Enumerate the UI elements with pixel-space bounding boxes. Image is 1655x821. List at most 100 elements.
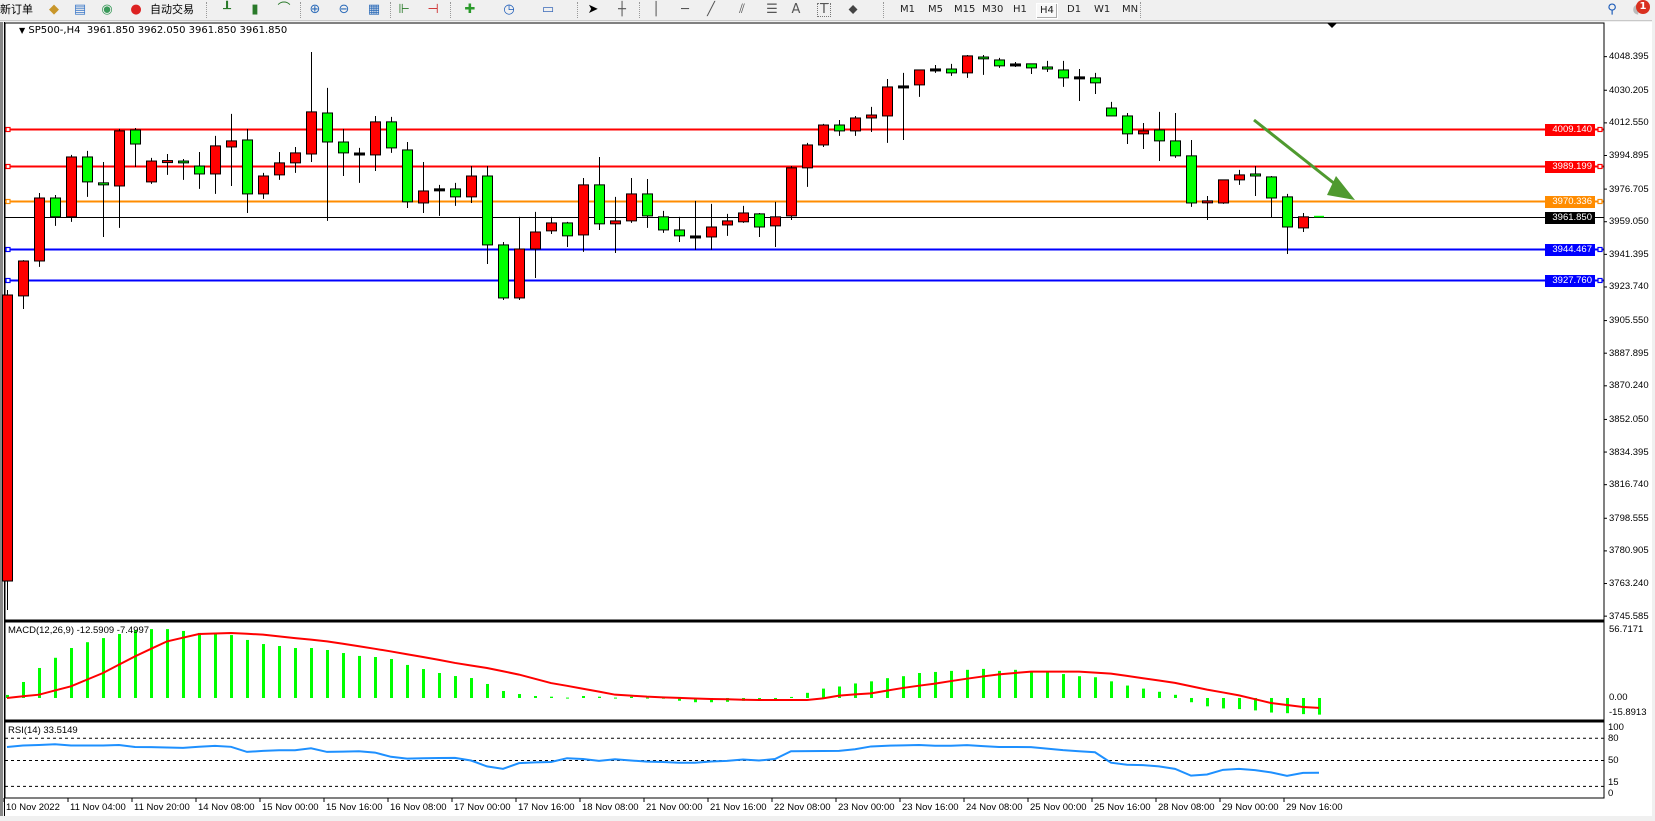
- chart-shift-icon[interactable]: ⊩: [398, 2, 410, 17]
- zoom-out-icon[interactable]: ⊖: [338, 2, 350, 17]
- text-icon[interactable]: A: [791, 2, 801, 17]
- macd-histogram-bar: [630, 696, 633, 698]
- templates-icon[interactable]: ▭: [541, 2, 555, 17]
- new-order-button[interactable]: 新订单: [0, 3, 33, 16]
- macd-histogram-bar: [566, 697, 569, 699]
- separator: [450, 2, 452, 18]
- candle-bearish: [82, 156, 93, 183]
- search-icon[interactable]: ⚲: [1607, 2, 1617, 17]
- macd-histogram-bar: [550, 696, 553, 698]
- timeframe-mn[interactable]: MN: [1122, 4, 1139, 15]
- time-axis-label: 18 Nov 08:00: [582, 802, 639, 813]
- candle-doji: [1202, 200, 1213, 204]
- macd-signal-line: [6, 631, 1320, 709]
- cursor-icon[interactable]: ➤: [587, 2, 599, 17]
- price-axis-label: 3816.740: [1609, 479, 1649, 491]
- macd-histogram-bar: [214, 633, 217, 698]
- macd-histogram-bar: [22, 681, 25, 698]
- candlestick-icon[interactable]: ▮: [251, 2, 259, 17]
- candle-bullish: [418, 190, 429, 204]
- rsi-axis-label: 50: [1608, 755, 1619, 766]
- timeframe-m30[interactable]: M30: [982, 4, 1004, 15]
- notifications-icon[interactable]: ◖: [1628, 2, 1644, 18]
- time-axis-label: 23 Nov 16:00: [902, 802, 959, 813]
- price-axis-label: 3923.740: [1609, 281, 1649, 293]
- rsi-axis-label: 0: [1608, 788, 1614, 799]
- fibonacci-icon[interactable]: ☰: [766, 2, 778, 17]
- tile-windows-icon[interactable]: ▦: [367, 2, 381, 17]
- time-axis-label: 11 Nov 20:00: [134, 802, 190, 813]
- macd-histogram-bar: [294, 648, 297, 698]
- macd-histogram-bar: [438, 673, 441, 698]
- equidistant-channel-icon[interactable]: ⫽: [739, 2, 745, 17]
- market-watch-icon[interactable]: ▤: [73, 2, 87, 17]
- timeframe-m5[interactable]: M5: [928, 4, 943, 15]
- indicators-icon[interactable]: ✚: [464, 2, 476, 17]
- timeframe-m1[interactable]: M1: [900, 4, 915, 15]
- time-axis-label: 15 Nov 16:00: [326, 802, 383, 813]
- macd-histogram-bar: [1046, 671, 1049, 698]
- separator: [300, 2, 302, 18]
- crosshair-icon[interactable]: ┼: [618, 2, 626, 17]
- rsi-label: RSI(14) 33.5149: [8, 725, 78, 736]
- macd-histogram-bar: [502, 690, 505, 698]
- symbol-dropdown-icon[interactable]: ▼: [19, 26, 26, 35]
- line-handle-left: [5, 277, 11, 284]
- bar-chart-icon[interactable]: ┸: [223, 2, 231, 17]
- horizontal-line-icon[interactable]: ─: [681, 2, 689, 17]
- candle-bullish: [914, 69, 925, 86]
- candle-bearish: [498, 244, 509, 299]
- time-axis-label: 29 Nov 00:00: [1222, 802, 1279, 813]
- macd-histogram-bar: [230, 635, 233, 698]
- time-axis-label: 25 Nov 16:00: [1094, 802, 1151, 813]
- timeframe-h4[interactable]: H4: [1036, 3, 1058, 19]
- timeframe-d1[interactable]: D1: [1067, 4, 1082, 15]
- candle-bearish: [178, 160, 189, 164]
- candle-doji: [354, 152, 365, 156]
- timeframe-m15[interactable]: M15: [954, 4, 976, 15]
- timeframe-h1[interactable]: H1: [1013, 4, 1027, 15]
- toolbar: 新订单 ◆ ▤ ◉ ● 自动交易 ┸ ▮ ⌒ ⊕ ⊖ ▦ ⊩ ⊣ ✚ ◷ ▭ ➤…: [0, 0, 1655, 21]
- macd-axis-label: 56.7171: [1609, 624, 1644, 635]
- price-axis-label: 3905.550: [1609, 315, 1649, 327]
- time-axis-label: 23 Nov 00:00: [838, 802, 895, 813]
- macd-histogram-bar: [646, 697, 649, 699]
- window-edge: [0, 22, 3, 821]
- auto-trading-button[interactable]: 自动交易: [150, 3, 194, 16]
- line-chart-icon[interactable]: ⌒: [277, 2, 291, 17]
- macd-histogram-bar: [486, 683, 489, 698]
- price-axis-label: 4048.395: [1609, 51, 1649, 63]
- macd-histogram-bar: [1030, 671, 1033, 698]
- text-label-icon[interactable]: T: [817, 3, 831, 17]
- candle-bearish: [98, 182, 109, 186]
- signals-icon[interactable]: ◉: [101, 2, 113, 17]
- periods-icon[interactable]: ◷: [503, 2, 515, 17]
- timeframe-w1[interactable]: W1: [1094, 4, 1111, 15]
- candle-bullish: [1138, 130, 1149, 135]
- candle-bearish: [338, 141, 349, 154]
- macd-title: MACD(12,26,9): [8, 625, 74, 636]
- separator: [390, 2, 392, 18]
- candle-bullish: [2, 294, 13, 582]
- horizontal-line-price-label: 4009.140: [1545, 123, 1595, 136]
- macd-histogram-bar: [870, 681, 873, 698]
- history-center-icon[interactable]: ◆: [49, 2, 59, 17]
- line-handle-left: [5, 126, 11, 133]
- separator: [639, 2, 641, 18]
- candle-bearish: [562, 222, 573, 237]
- macd-histogram-bar: [1110, 681, 1113, 698]
- arrows-icon[interactable]: ⬥: [848, 2, 858, 17]
- auto-scroll-icon[interactable]: ⊣: [427, 2, 439, 17]
- vertical-line-icon[interactable]: │: [652, 2, 660, 17]
- auto-trading-icon[interactable]: ●: [130, 2, 142, 17]
- candle-bullish: [306, 111, 317, 155]
- price-axis-label: 3834.395: [1609, 446, 1649, 458]
- candle-bearish: [1282, 196, 1293, 228]
- macd-histogram-bar: [1062, 674, 1065, 698]
- zoom-in-icon[interactable]: ⊕: [309, 2, 321, 17]
- trendline-icon[interactable]: ╱: [707, 2, 715, 17]
- candle-bullish: [962, 55, 973, 74]
- time-axis-label: 17 Nov 00:00: [454, 802, 511, 813]
- notification-badge[interactable]: 1: [1636, 0, 1650, 14]
